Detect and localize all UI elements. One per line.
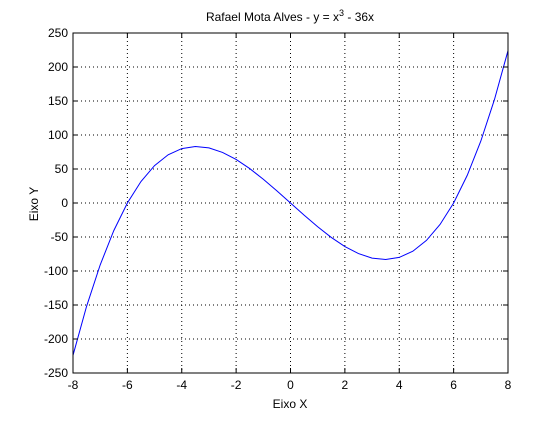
x-tick-label: -6 [122,378,133,392]
series-layer [72,50,509,356]
x-tick-label: -2 [231,378,242,392]
x-tick-label: -4 [176,378,187,392]
x-tick-label: 8 [505,378,512,392]
y-tick-label: 250 [48,26,68,40]
chart-title-suffix: - 36x [344,10,374,24]
y-tick-label: 150 [48,94,68,108]
chart-title-superscript: 3 [339,8,344,18]
series-line [72,50,509,356]
tick-labels: -8 -6 -4 -2 0 2 4 6 8 -250 -200 -150 -100 -50 0 50 100 15… [44,26,512,392]
y-tick-label: -100 [44,264,68,278]
x-tick-label: 0 [287,378,294,392]
y-tick-label: 0 [61,196,68,210]
y-axis-label: Eixo Y [27,187,41,221]
x-tick-label: 4 [396,378,403,392]
x-tick-label: 6 [450,378,457,392]
y-tick-label: -50 [51,230,69,244]
y-tick-label: -200 [44,332,68,346]
y-tick-label: 100 [48,128,68,142]
chart-title-main: Rafael Mota Alves - y = x [206,10,339,24]
x-axis-label: Eixo X [273,397,308,411]
x-tick-label: -8 [68,378,79,392]
y-tick-label: 200 [48,60,68,74]
y-tick-label: -250 [44,366,68,380]
y-tick-label: -150 [44,298,68,312]
grid [73,33,508,373]
chart-title: Rafael Mota Alves - y = x3 - 36x [206,8,374,24]
y-tick-label: 50 [55,162,69,176]
ticks [72,32,509,374]
x-tick-label: 2 [342,378,349,392]
